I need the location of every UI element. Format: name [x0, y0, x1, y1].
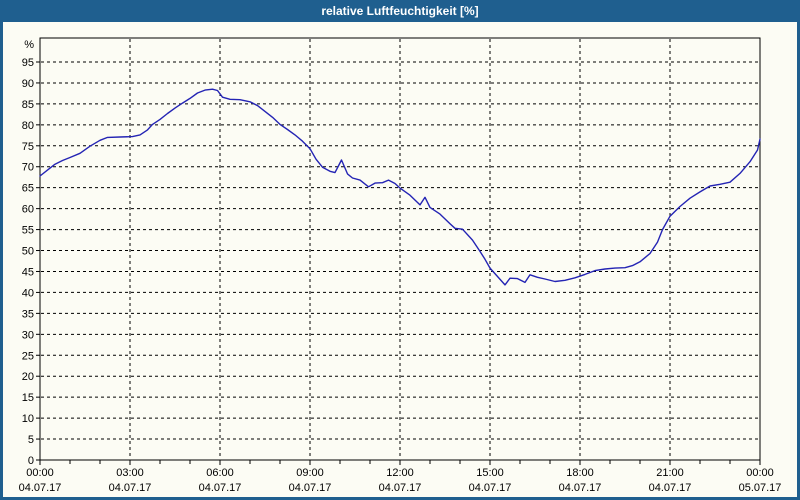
- x-tick-date-1: 04.07.17: [109, 482, 152, 494]
- y-tick-label-55: 55: [22, 225, 34, 237]
- x-tick-time-3: 09:00: [296, 467, 324, 479]
- y-axis-unit-label: %: [24, 39, 34, 51]
- x-tick-date-8: 05.07.17: [739, 482, 782, 494]
- x-tick-time-7: 21:00: [656, 467, 684, 479]
- y-tick-label-0: 0: [28, 455, 34, 467]
- y-tick-label-45: 45: [22, 266, 34, 278]
- x-tick-date-4: 04.07.17: [379, 482, 422, 494]
- window-title-bar: relative Luftfeuchtigkeit [%]: [3, 0, 797, 22]
- y-tick-label-95: 95: [22, 57, 34, 69]
- y-tick-label-85: 85: [22, 99, 34, 111]
- x-tick-time-6: 18:00: [566, 467, 594, 479]
- y-tick-label-10: 10: [22, 413, 34, 425]
- y-tick-label-40: 40: [22, 287, 34, 299]
- x-tick-date-0: 04.07.17: [19, 482, 62, 494]
- x-tick-time-2: 06:00: [206, 467, 234, 479]
- y-tick-label-15: 15: [22, 392, 34, 404]
- y-tick-label-30: 30: [22, 329, 34, 341]
- x-tick-date-3: 04.07.17: [289, 482, 332, 494]
- y-tick-label-20: 20: [22, 371, 34, 383]
- x-tick-time-1: 03:00: [116, 467, 144, 479]
- x-tick-time-8: 00:00: [746, 467, 774, 479]
- y-tick-label-35: 35: [22, 308, 34, 320]
- window-title: relative Luftfeuchtigkeit [%]: [321, 4, 479, 18]
- chart-area: 0 5 10 15 20 25 30 35 40 45 50 55 60 65 70 75 80 85 90 95% 0…: [3, 22, 797, 497]
- x-tick-time-4: 12:00: [386, 467, 414, 479]
- y-tick-label-60: 60: [22, 204, 34, 216]
- x-tick-time-5: 15:00: [476, 467, 504, 479]
- humidity-series-line: [39, 88, 761, 286]
- x-tick-date-7: 04.07.17: [649, 482, 692, 494]
- y-tick-label-65: 65: [22, 183, 34, 195]
- y-tick-label-75: 75: [22, 141, 34, 153]
- x-tick-date-2: 04.07.17: [199, 482, 242, 494]
- y-tick-label-50: 50: [22, 246, 34, 258]
- y-tick-label-25: 25: [22, 350, 34, 362]
- x-tick-time-0: 00:00: [26, 467, 54, 479]
- y-tick-label-70: 70: [22, 162, 34, 174]
- y-tick-label-5: 5: [28, 434, 34, 446]
- humidity-line-chart: 0 5 10 15 20 25 30 35 40 45 50 55 60 65 70 75 80 85 90 95% 0…: [3, 22, 797, 497]
- x-tick-date-6: 04.07.17: [559, 482, 602, 494]
- y-tick-label-80: 80: [22, 120, 34, 132]
- y-tick-label-90: 90: [22, 78, 34, 90]
- x-tick-date-5: 04.07.17: [469, 482, 512, 494]
